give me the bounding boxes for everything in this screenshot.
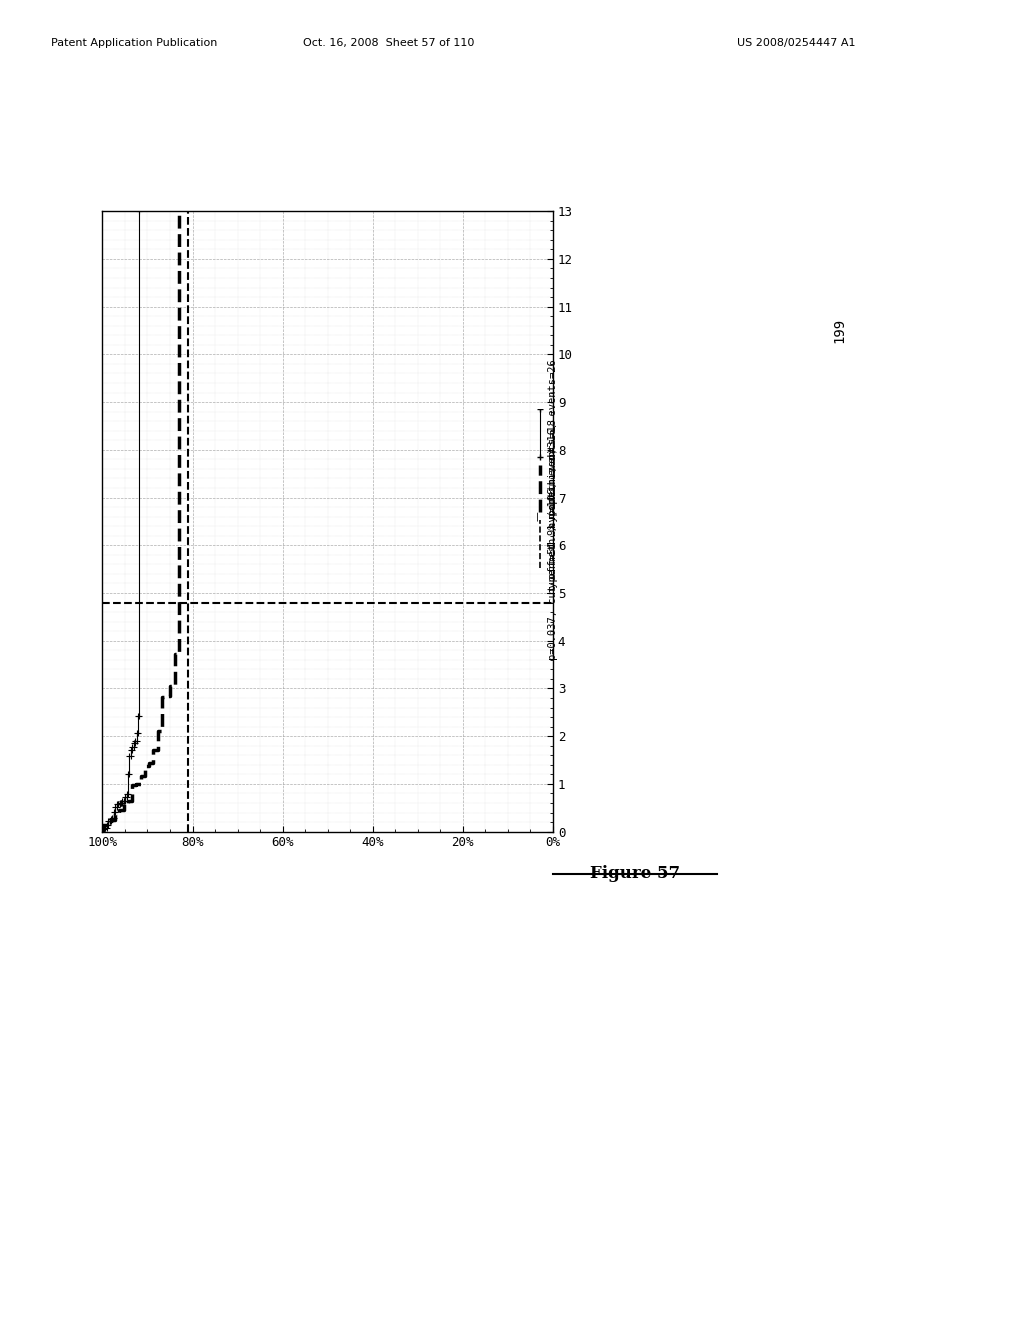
Text: —: — [532, 512, 543, 521]
Text: hypermeth., n=106, events=18: hypermeth., n=106, events=18 [548, 418, 558, 594]
Text: Patent Application Publication: Patent Application Publication [51, 38, 217, 49]
Text: 199: 199 [833, 317, 847, 343]
Text: Figure 57: Figure 57 [590, 865, 680, 882]
Text: Oct. 16, 2008  Sheet 57 of 110: Oct. 16, 2008 Sheet 57 of 110 [303, 38, 475, 49]
Text: US 2008/0254447 A1: US 2008/0254447 A1 [737, 38, 856, 49]
Text: p=0.037, cut off=50.9% (optimized): p=0.037, cut off=50.9% (optimized) [548, 447, 558, 660]
Text: hypometh., n=316, events=26: hypometh., n=316, events=26 [548, 359, 558, 528]
